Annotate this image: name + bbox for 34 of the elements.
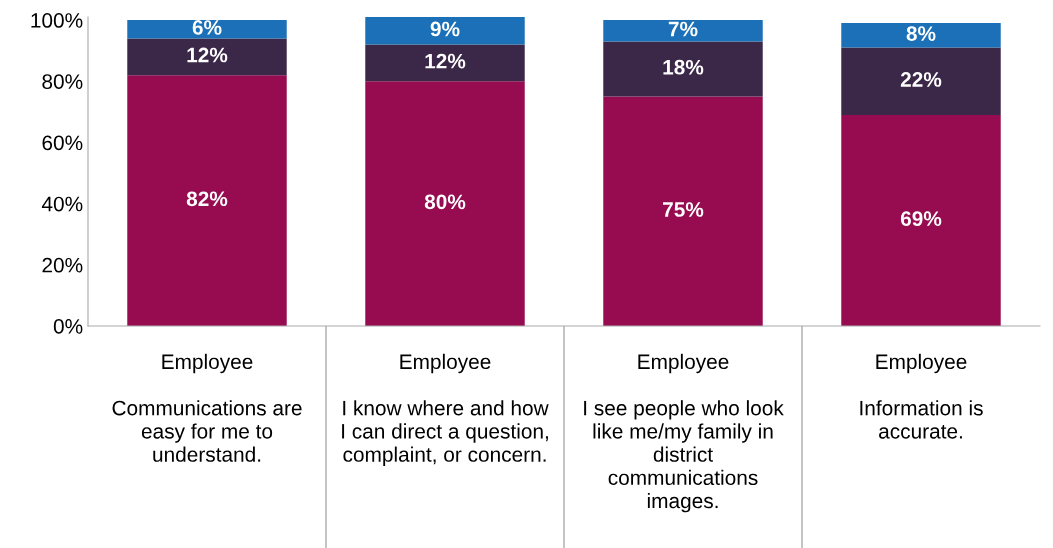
y-tick-label: 0% [53,319,83,334]
category-label: Employee I know where and how I can direct a question, complaint, or concern. [342,353,549,466]
y-tick-label: 100% [31,13,83,28]
y-tick-label: 40% [41,196,83,212]
bar [365,81,525,326]
category-label: Employee Information is accurate. [860,353,983,439]
data-label: 12% [425,53,466,69]
bar [127,38,287,76]
category-label: Employee I see people who look like me/my family in district communications images. [584,353,784,513]
category-label: Employee Communications are easy for me to understand. [112,353,302,462]
data-label: 18% [663,59,704,75]
data-label: 80% [424,194,466,210]
bar [841,114,1001,326]
y-tick-label: 60% [42,135,83,151]
data-label: 12% [187,47,228,63]
data-label: 75% [663,202,704,217]
data-label: 8% [906,26,936,41]
y-tick-label: 80% [42,74,83,89]
bar [841,47,1001,115]
bar [603,20,763,42]
bar [127,20,287,39]
y-tick-label: 20% [42,257,83,273]
data-label: 22% [900,72,942,87]
bar [365,17,525,45]
data-label: 6% [192,20,222,35]
data-label: 82% [186,191,228,207]
bar [603,96,763,326]
bar [841,23,1001,48]
data-label: 69% [900,211,942,227]
bar [603,41,763,97]
data-label: 7% [668,21,698,37]
data-label: 9% [430,21,460,37]
bar [127,75,287,326]
bar [365,44,525,82]
